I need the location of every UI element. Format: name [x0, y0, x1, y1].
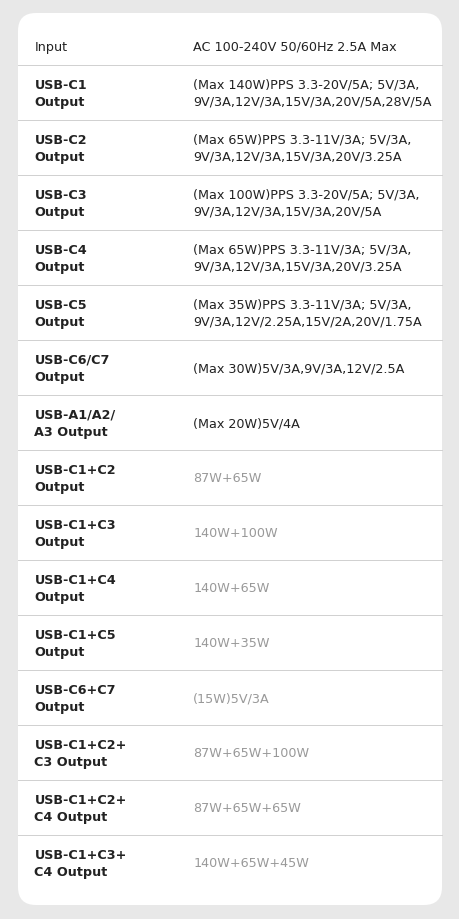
Text: USB-C6+C7: USB-C6+C7	[34, 683, 116, 696]
Text: Output: Output	[34, 700, 85, 713]
Text: 87W+65W+65W: 87W+65W+65W	[193, 801, 301, 814]
Text: USB-C2: USB-C2	[34, 133, 87, 146]
Text: 9V/3A,12V/3A,15V/3A,20V/5A,28V/5A: 9V/3A,12V/3A,15V/3A,20V/5A,28V/5A	[193, 96, 431, 108]
Text: USB-C1+C2+: USB-C1+C2+	[34, 793, 127, 806]
Text: C3 Output: C3 Output	[34, 755, 107, 768]
Text: Output: Output	[34, 590, 85, 604]
Text: C4 Output: C4 Output	[34, 865, 107, 879]
Text: (Max 20W)5V/4A: (Max 20W)5V/4A	[193, 417, 299, 430]
Text: 140W+65W+45W: 140W+65W+45W	[193, 857, 308, 869]
Text: 9V/3A,12V/2.25A,15V/2A,20V/1.75A: 9V/3A,12V/2.25A,15V/2A,20V/1.75A	[193, 315, 421, 329]
Text: Output: Output	[34, 370, 85, 383]
Text: USB-C1+C3+: USB-C1+C3+	[34, 848, 127, 861]
Text: 87W+65W+100W: 87W+65W+100W	[193, 746, 308, 760]
Text: USB-C1+C3: USB-C1+C3	[34, 518, 116, 531]
Text: USB-C1+C2+: USB-C1+C2+	[34, 738, 127, 751]
Text: (Max 100W)PPS 3.3-20V/5A; 5V/3A,: (Max 100W)PPS 3.3-20V/5A; 5V/3A,	[193, 188, 419, 201]
Text: Output: Output	[34, 536, 85, 549]
Text: (Max 35W)PPS 3.3-11V/3A; 5V/3A,: (Max 35W)PPS 3.3-11V/3A; 5V/3A,	[193, 299, 411, 312]
Text: Output: Output	[34, 261, 85, 274]
Text: USB-C1: USB-C1	[34, 78, 87, 92]
Text: USB-C5: USB-C5	[34, 299, 87, 312]
Text: USB-C4: USB-C4	[34, 244, 87, 256]
Text: (Max 65W)PPS 3.3-11V/3A; 5V/3A,: (Max 65W)PPS 3.3-11V/3A; 5V/3A,	[193, 133, 411, 146]
Text: USB-A1/A2/: USB-A1/A2/	[34, 408, 115, 421]
Text: USB-C3: USB-C3	[34, 188, 87, 201]
Text: Output: Output	[34, 315, 85, 329]
Text: Output: Output	[34, 645, 85, 658]
Text: (Max 65W)PPS 3.3-11V/3A; 5V/3A,: (Max 65W)PPS 3.3-11V/3A; 5V/3A,	[193, 244, 411, 256]
Text: Output: Output	[34, 151, 85, 164]
Text: 9V/3A,12V/3A,15V/3A,20V/3.25A: 9V/3A,12V/3A,15V/3A,20V/3.25A	[193, 261, 401, 274]
Text: USB-C1+C4: USB-C1+C4	[34, 573, 116, 586]
Text: AC 100-240V 50/60Hz 2.5A Max: AC 100-240V 50/60Hz 2.5A Max	[193, 40, 396, 54]
Text: 87W+65W: 87W+65W	[193, 471, 261, 485]
Text: 140W+65W: 140W+65W	[193, 582, 269, 595]
Text: Input: Input	[34, 40, 67, 54]
Text: (Max 140W)PPS 3.3-20V/5A; 5V/3A,: (Max 140W)PPS 3.3-20V/5A; 5V/3A,	[193, 78, 419, 92]
Text: (Max 30W)5V/3A,9V/3A,12V/2.5A: (Max 30W)5V/3A,9V/3A,12V/2.5A	[193, 362, 404, 375]
Text: 140W+100W: 140W+100W	[193, 527, 277, 539]
Text: 9V/3A,12V/3A,15V/3A,20V/5A: 9V/3A,12V/3A,15V/3A,20V/5A	[193, 206, 381, 219]
Text: USB-C1+C5: USB-C1+C5	[34, 628, 116, 641]
Text: USB-C6/C7: USB-C6/C7	[34, 353, 110, 367]
Text: (15W)5V/3A: (15W)5V/3A	[193, 692, 269, 705]
Text: 9V/3A,12V/3A,15V/3A,20V/3.25A: 9V/3A,12V/3A,15V/3A,20V/3.25A	[193, 151, 401, 164]
Text: Output: Output	[34, 96, 85, 108]
FancyBboxPatch shape	[18, 14, 441, 905]
Text: C4 Output: C4 Output	[34, 811, 107, 823]
Text: USB-C1+C2: USB-C1+C2	[34, 463, 116, 476]
Text: Output: Output	[34, 481, 85, 494]
Text: 140W+35W: 140W+35W	[193, 637, 269, 650]
Text: A3 Output: A3 Output	[34, 425, 108, 438]
Text: Output: Output	[34, 206, 85, 219]
